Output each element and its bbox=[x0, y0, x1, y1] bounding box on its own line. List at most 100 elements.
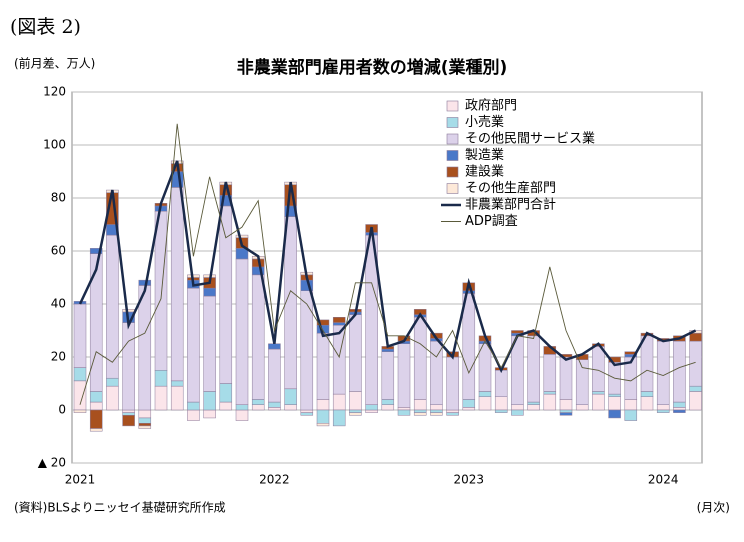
bar-segment bbox=[316, 409, 330, 424]
bar-segment bbox=[349, 412, 362, 416]
series-line bbox=[79, 123, 696, 405]
bar-segment bbox=[332, 409, 346, 427]
bar-segment bbox=[251, 399, 265, 405]
bar-segment bbox=[203, 287, 216, 297]
bar-segment bbox=[527, 401, 540, 405]
bar-segment bbox=[73, 303, 87, 368]
legend-swatch bbox=[446, 183, 459, 194]
bar-segment bbox=[122, 322, 135, 411]
bar-segment bbox=[575, 404, 589, 411]
x-tick-label: 2024 bbox=[648, 473, 679, 487]
bar-segment bbox=[689, 332, 702, 342]
bar-segment bbox=[170, 187, 184, 382]
y-tick-label: ▲ 20 bbox=[38, 456, 66, 470]
bar-segment bbox=[478, 343, 492, 392]
y-tick-label: 0 bbox=[58, 403, 66, 417]
bar-segment bbox=[138, 409, 152, 419]
bar-segment bbox=[413, 412, 427, 416]
bar-segment bbox=[624, 399, 638, 411]
bar-segment bbox=[89, 391, 103, 403]
legend-label: 非農業部門合計 bbox=[465, 197, 556, 213]
bar-segment bbox=[300, 412, 314, 416]
bar-segment bbox=[365, 409, 378, 413]
bar-segment bbox=[478, 391, 492, 398]
x-tick-label: 2022 bbox=[259, 473, 290, 487]
bar-segment bbox=[170, 380, 184, 387]
bar-segment bbox=[187, 401, 200, 411]
bar-segment bbox=[575, 359, 589, 405]
bar-segment bbox=[203, 295, 216, 392]
bar-segment bbox=[656, 404, 670, 411]
bar-segment bbox=[235, 234, 249, 239]
bar-segment bbox=[381, 399, 395, 405]
bar-segment bbox=[187, 409, 200, 421]
bar-segment bbox=[462, 399, 476, 408]
bar-segment bbox=[592, 346, 605, 392]
legend-label: その他民間サービス業 bbox=[465, 131, 595, 147]
bar-segment bbox=[559, 399, 573, 411]
bar-segment bbox=[170, 385, 184, 411]
legend-label: 小売業 bbox=[465, 114, 504, 130]
bar-segment bbox=[154, 370, 168, 387]
x-tick-label: 2023 bbox=[454, 473, 485, 487]
unit-label: (前月差、万人) bbox=[14, 56, 95, 71]
legend-swatch bbox=[446, 133, 459, 145]
bar-segment bbox=[235, 258, 249, 405]
bar-segment bbox=[608, 393, 621, 398]
bar-segment bbox=[89, 409, 103, 429]
bar-segment bbox=[543, 354, 557, 392]
y-tick-label: 80 bbox=[51, 191, 66, 205]
bar-segment bbox=[300, 290, 314, 411]
chart-title: 非農業部門雇用者数の増減(業種別) bbox=[237, 57, 508, 78]
bar-segment bbox=[284, 404, 297, 411]
y-tick-label: 40 bbox=[51, 297, 66, 311]
bar-segment bbox=[559, 412, 573, 416]
bar-segment bbox=[462, 293, 476, 400]
bar-segment bbox=[219, 205, 233, 384]
bar-segment bbox=[251, 404, 265, 411]
bar-segment bbox=[673, 401, 686, 408]
bar-segment bbox=[494, 409, 508, 413]
legend-swatch bbox=[446, 117, 459, 128]
bar-segment bbox=[138, 423, 152, 427]
bar-segment bbox=[106, 385, 119, 411]
bar-segment bbox=[332, 322, 346, 326]
source: (資料)BLSよりニッセイ基礎研究所作成 bbox=[14, 500, 226, 515]
bar-segment bbox=[235, 404, 249, 411]
bar-segment bbox=[89, 428, 103, 432]
y-tick-label: 20 bbox=[51, 350, 66, 364]
bar-segment bbox=[446, 412, 459, 416]
legend-swatch bbox=[446, 100, 459, 112]
y-tick-label: 120 bbox=[43, 85, 66, 99]
bar-segment bbox=[332, 317, 346, 323]
bar-segment bbox=[365, 404, 378, 411]
bar-segment bbox=[316, 423, 330, 427]
legend-label: その他生産部門 bbox=[465, 180, 556, 196]
y-tick-label: 100 bbox=[43, 138, 66, 152]
bar-segment bbox=[138, 425, 152, 429]
bar-segment bbox=[284, 388, 297, 405]
bar-segment bbox=[268, 343, 281, 350]
figure-no: (図表 2) bbox=[10, 16, 81, 38]
bar-segment bbox=[446, 356, 459, 411]
bar-segment bbox=[640, 335, 654, 392]
bar-segment bbox=[349, 314, 362, 392]
bar-segment bbox=[89, 253, 103, 392]
bar-segment bbox=[316, 399, 330, 411]
legend-label: ADP調査 bbox=[465, 214, 518, 229]
bar-segment bbox=[381, 404, 395, 411]
bar-segment bbox=[268, 407, 281, 411]
bar-segment bbox=[511, 330, 524, 334]
bar-segment bbox=[268, 348, 281, 403]
x-tick-label: 2021 bbox=[65, 473, 96, 487]
bar-segment bbox=[543, 393, 557, 411]
bar-segment bbox=[397, 407, 411, 411]
bar-segment bbox=[608, 409, 621, 419]
bar-segment bbox=[673, 409, 686, 413]
legend-label: 製造業 bbox=[465, 147, 504, 163]
bar-segment bbox=[122, 415, 135, 427]
bar-segment bbox=[138, 285, 152, 411]
bar-segment bbox=[689, 385, 702, 392]
legend-label: 建設業 bbox=[465, 164, 504, 180]
